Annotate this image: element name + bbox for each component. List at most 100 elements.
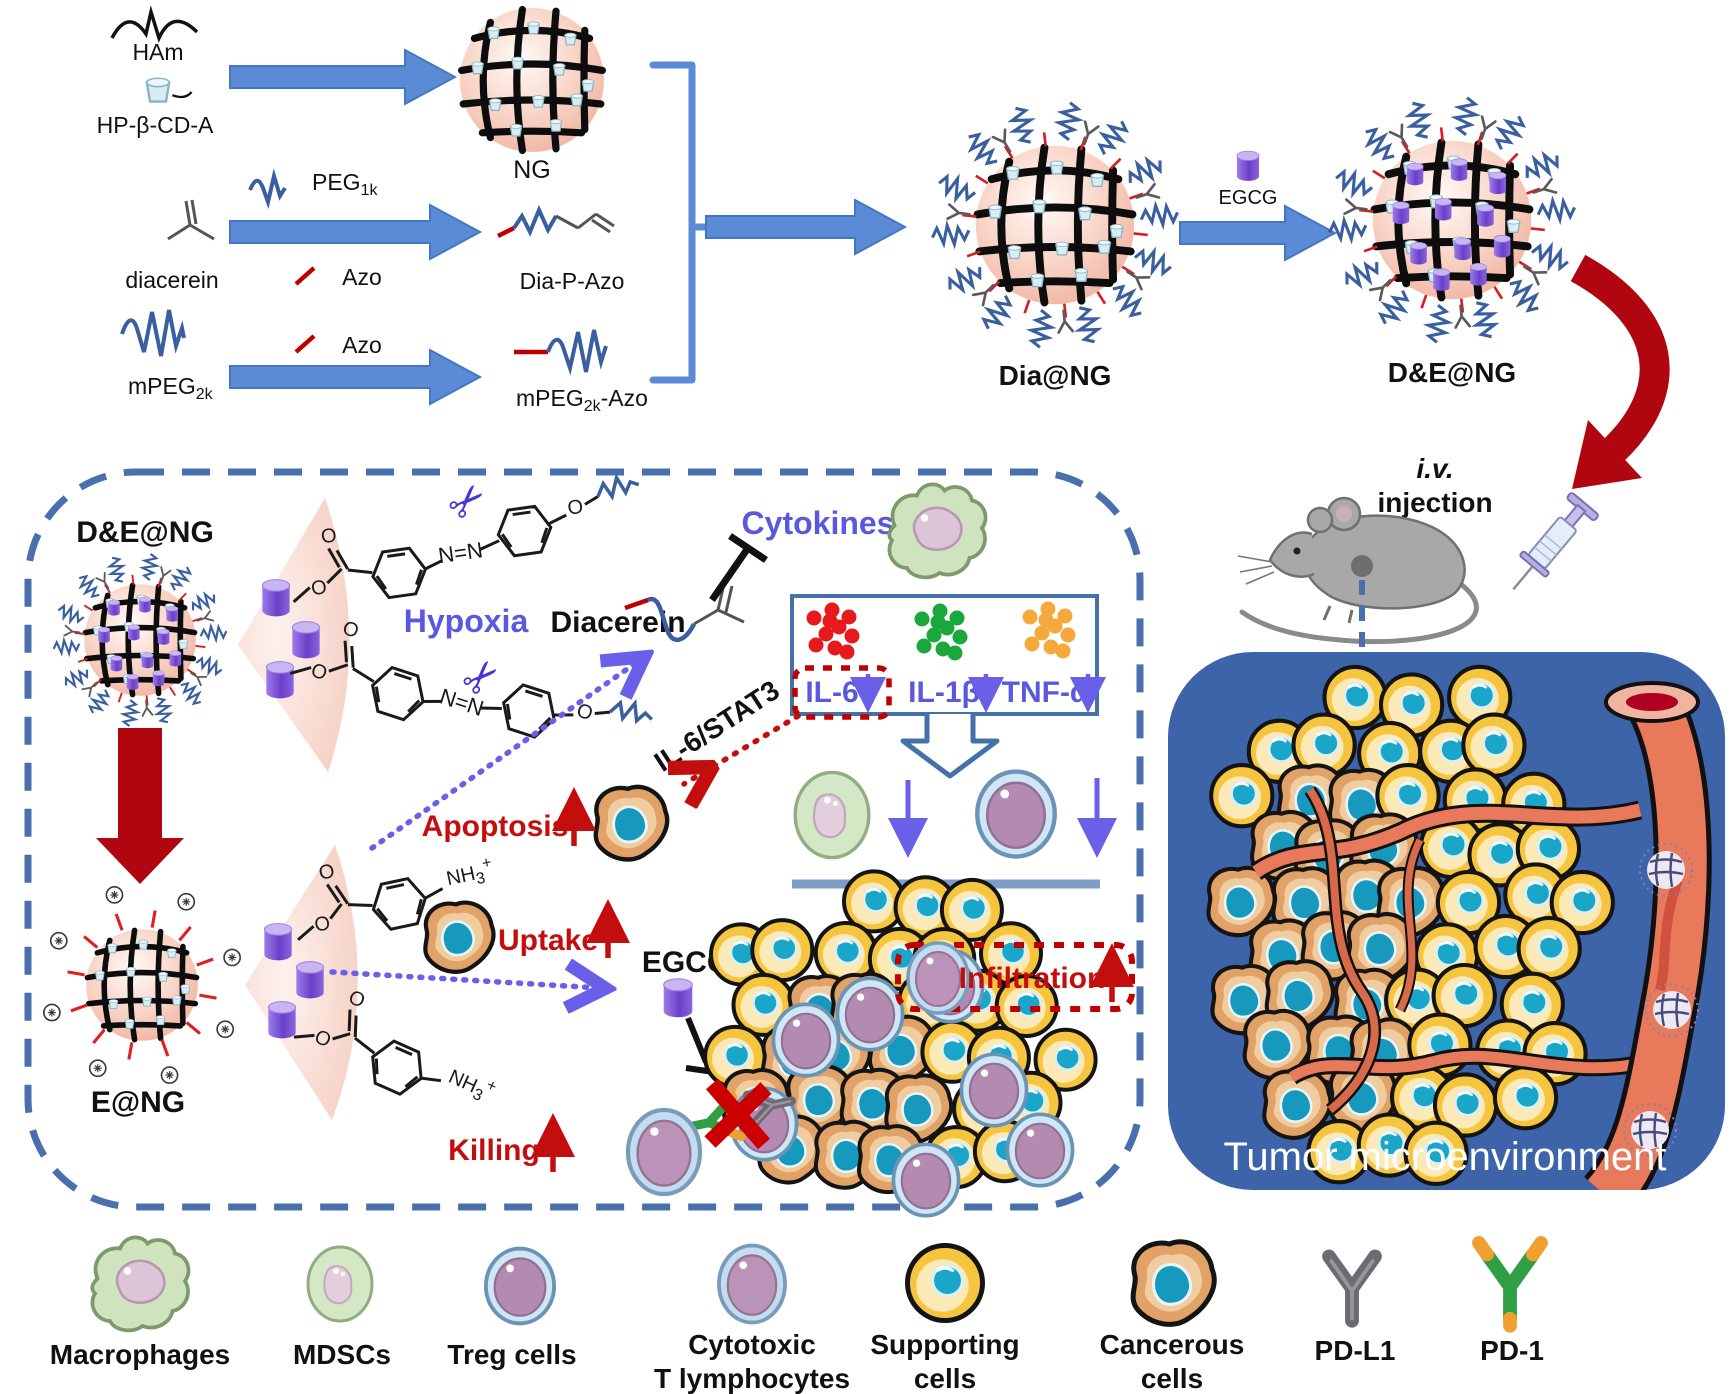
syringe-icon xyxy=(1512,492,1599,591)
de-ng-label: D&E@NG xyxy=(1388,357,1516,388)
nanogel-dia-ng xyxy=(929,100,1181,350)
cytokine-effect-arrow xyxy=(900,714,1000,779)
release-arrow xyxy=(96,728,184,884)
azo-label-top: Azo xyxy=(342,264,382,290)
red-flow-arrow xyxy=(1570,254,1670,463)
egcg-cyl-1 xyxy=(261,579,291,617)
tme-blood-vessel xyxy=(1583,681,1712,1190)
egcg-inhibit-line xyxy=(685,1016,709,1064)
diacerein-molecule xyxy=(624,583,745,643)
il6-highlight-box xyxy=(792,665,892,720)
pd1-legend-icon xyxy=(1479,1243,1541,1326)
tnfa-dots xyxy=(1022,601,1076,659)
arrow-assembly xyxy=(705,198,908,256)
merge-bracket xyxy=(649,61,710,384)
egcg-cyl-6 xyxy=(267,1001,297,1039)
il6-dots xyxy=(806,602,860,660)
arrow-mpeg-azo xyxy=(229,348,483,406)
diacerein-structure xyxy=(167,199,215,241)
mdsc-legend-icon xyxy=(306,1245,374,1323)
synthesis-scheme: HAm HP-β-CD-A NG PEG1k diacerein Azo Dia… xyxy=(97,5,1670,489)
legend-label-pd1: PD-1 xyxy=(1480,1335,1544,1366)
mpeg2k-azo-label: mPEG2k-Azo xyxy=(516,385,648,415)
macrophage-cell xyxy=(887,482,988,580)
egcg-cyl-5 xyxy=(295,961,325,999)
ham-label: HAm xyxy=(132,39,183,65)
inhibit-cytokines-cap xyxy=(728,533,768,563)
legend-label-macrophages: Macrophages xyxy=(50,1339,231,1370)
pd-block-x-icon xyxy=(704,1078,772,1150)
hypoxia-label: Hypoxia xyxy=(404,603,529,639)
infiltration-label: Infiltration xyxy=(959,962,1106,995)
pdl1-legend-icon xyxy=(1329,1256,1375,1320)
mech-de-ng-label: D&E@NG xyxy=(76,516,214,549)
mech-de-ng-nanogel xyxy=(51,552,229,728)
injection-label: injection xyxy=(1377,487,1492,518)
e-ng-nanogel xyxy=(43,886,241,1084)
treg-legend-icon xyxy=(483,1246,557,1326)
e-ng-label: E@NG xyxy=(91,1086,185,1119)
egcg-icon xyxy=(1236,150,1260,182)
mdsc-cell-mid xyxy=(793,770,871,860)
egcg-release-dotted-arrow xyxy=(329,972,600,988)
tme-title: Tumor microenvironment xyxy=(1223,1135,1666,1179)
legend-label-cancerous-1: Cancerous xyxy=(1100,1329,1245,1360)
legend-label-treg: Treg cells xyxy=(447,1339,576,1370)
il6-label: IL-6 xyxy=(805,676,858,709)
cancerous-legend-icon xyxy=(1133,1242,1214,1324)
macrophage-legend-icon xyxy=(90,1235,191,1333)
uptake-cell xyxy=(425,903,493,972)
azo-label-bottom: Azo xyxy=(342,332,382,358)
mpeg2k-icon xyxy=(120,309,186,357)
treg-cell-mid xyxy=(977,772,1055,857)
nanogel-de-ng xyxy=(1326,95,1578,345)
il6-stat3-label: IL-6/STAT3 xyxy=(649,674,785,777)
tme-capillaries xyxy=(1250,786,1650,1116)
ctl-legend-icon xyxy=(717,1243,787,1325)
legend-label-ctl-2: T lymphocytes xyxy=(654,1363,850,1394)
ng-label: NG xyxy=(513,156,551,184)
killing-label: Killing xyxy=(448,1134,540,1167)
legend-label-pdl1: PD-L1 xyxy=(1315,1335,1396,1366)
azo-icon-bottom xyxy=(294,334,316,354)
il6-stat3-dotted-arrow xyxy=(684,713,801,784)
red-flow-arrowhead xyxy=(1572,420,1642,489)
dia-ng-label: Dia@NG xyxy=(999,360,1112,391)
arrow-ng-formation xyxy=(229,48,458,106)
legend: Macrophages MDSCs Treg cells Cytotoxic T… xyxy=(50,1235,1544,1394)
scissors-icon-upper: ✂ xyxy=(437,471,498,532)
dia-p-azo-structure xyxy=(496,204,615,239)
uptake-label: Uptake xyxy=(498,924,598,957)
il1b-label: IL-1β xyxy=(908,676,980,709)
apoptosis-label: Apoptosis xyxy=(422,810,569,843)
hp-b-cd-label: HP-β-CD-A xyxy=(97,112,214,138)
hypoxia-release-dotted-arrow xyxy=(369,660,640,851)
legend-label-supporting-2: cells xyxy=(914,1363,976,1394)
supporting-legend-icon xyxy=(908,1246,983,1321)
tumor-cell-cluster xyxy=(703,869,1098,1218)
diacerein-reactant-label: diacerein xyxy=(125,267,218,293)
legend-label-supporting-1: Supporting xyxy=(870,1329,1019,1360)
cytokines-label: Cytokines xyxy=(742,505,895,541)
nanogel-ng xyxy=(460,8,604,152)
tnfa-label: TNF-α xyxy=(1002,676,1089,709)
ham-polymer-icon xyxy=(110,5,199,43)
peg1k-icon xyxy=(248,168,287,210)
tumor-microenvironment-box: Tumor microenvironment xyxy=(1168,652,1725,1190)
egcg-cyl-2 xyxy=(291,621,321,659)
hp-b-cd-icon xyxy=(145,77,193,103)
killing-ctl-cell xyxy=(628,1110,700,1194)
mech-egcg-cylinder xyxy=(663,978,693,1018)
il1b-dots xyxy=(914,603,968,661)
mpeg2k-label: mPEG2k xyxy=(128,373,214,403)
mouse-icon xyxy=(1237,496,1479,645)
legend-label-ctl-1: Cytotoxic xyxy=(688,1329,816,1360)
egcg-cyl-4 xyxy=(263,923,293,961)
apoptosis-cell xyxy=(596,787,667,860)
legend-label-cancerous-2: cells xyxy=(1141,1363,1203,1394)
iv-injection-scene: i.v. injection xyxy=(1237,453,1599,650)
legend-label-mdscs: MDSCs xyxy=(293,1339,391,1370)
egcg-reagent-label: EGCG xyxy=(1219,187,1278,209)
